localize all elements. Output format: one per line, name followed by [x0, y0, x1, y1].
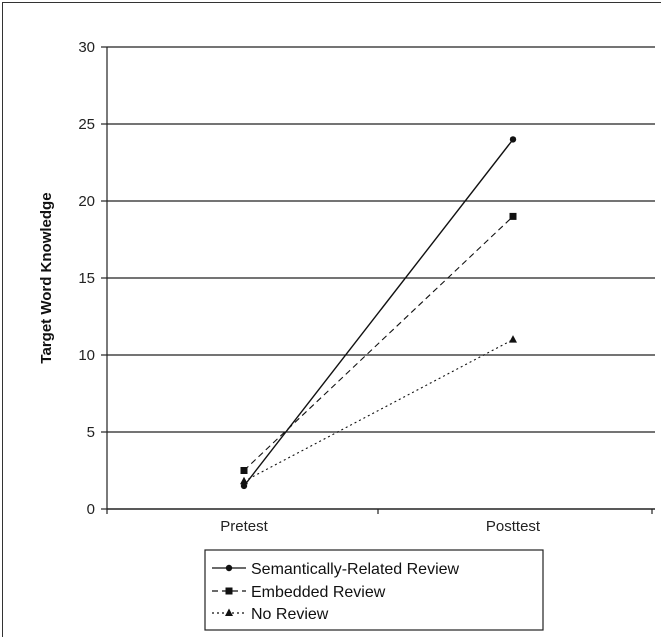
y-axis-label: Target Word Knowledge	[38, 192, 55, 363]
legend-marker	[225, 564, 233, 572]
y-tick-label: 20	[78, 193, 95, 210]
data-point	[509, 136, 517, 143]
x-tick-label: Pretest	[220, 518, 268, 535]
data-point	[240, 476, 248, 485]
y-tick-label: 5	[87, 424, 95, 441]
legend-label: Embedded Review	[251, 584, 386, 601]
legend-label: Semantically-Related Review	[251, 561, 460, 578]
x-tick-label: Posttest	[486, 518, 541, 535]
series-2	[240, 212, 517, 474]
legend-box	[204, 549, 544, 631]
series-3	[240, 335, 517, 485]
legend-marker	[225, 608, 233, 616]
y-tick-label: 0	[87, 501, 95, 518]
x-tick-labels: Pretest Posttest	[220, 518, 541, 535]
data-point	[509, 212, 517, 220]
gridlines	[101, 46, 655, 514]
series-lines	[240, 136, 517, 490]
data-point	[509, 335, 517, 343]
y-tick-label: 10	[78, 347, 95, 364]
legend-marker	[225, 587, 233, 595]
series-line	[243, 216, 514, 471]
legend: Semantically-Related Review Embedded Revi…	[204, 549, 544, 631]
series-1	[240, 136, 517, 490]
data-point	[240, 467, 248, 474]
legend-label: No Review	[251, 606, 329, 623]
y-tick-label: 30	[78, 39, 95, 56]
data-point	[240, 482, 248, 490]
series-line	[243, 339, 514, 482]
y-tick-label: 15	[78, 270, 95, 287]
series-line	[243, 138, 514, 487]
y-tick-labels: 0 5 10 15 20 25 30	[78, 39, 95, 518]
y-tick-label: 25	[78, 116, 95, 133]
